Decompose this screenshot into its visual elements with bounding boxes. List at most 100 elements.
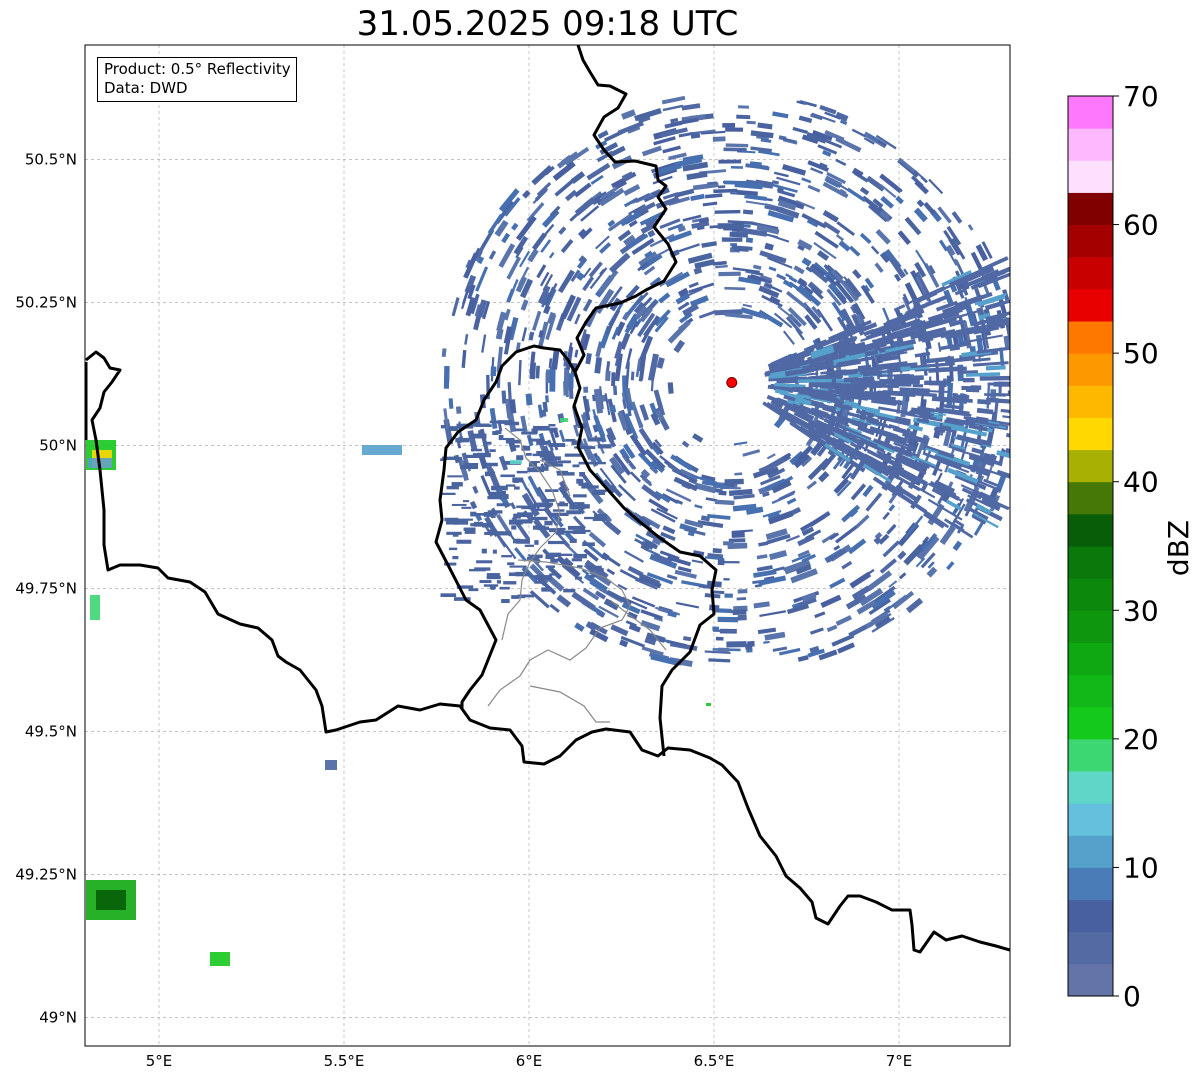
echo-cell [776, 176, 801, 186]
echo-cell [732, 267, 760, 274]
echo-cell [587, 565, 602, 570]
echo-cell [942, 422, 966, 430]
echo-cell [918, 316, 957, 332]
echo-cell [585, 621, 598, 632]
echo-cell [535, 575, 552, 581]
echo-cell [706, 703, 711, 706]
echo-cell [606, 589, 632, 606]
echo-cell [455, 437, 470, 443]
echo-cell [894, 484, 919, 503]
echo-cell [961, 487, 983, 500]
echo-cell [833, 432, 855, 445]
echo-cell [690, 474, 718, 485]
echo-cell [811, 112, 836, 123]
echo-cell [532, 425, 550, 431]
echo-cell [948, 267, 986, 287]
echo-cell [640, 620, 661, 632]
echo-cell [793, 265, 805, 275]
echo-cell [605, 309, 621, 335]
echo-cell [850, 380, 874, 384]
echo-cell [770, 355, 789, 367]
echo-cell [882, 511, 890, 520]
echo-cell [820, 594, 842, 608]
echo-cell [610, 464, 627, 484]
echo-cell [715, 636, 724, 641]
echo-cell [895, 313, 920, 325]
echo-cell [641, 477, 653, 487]
echo-cell [487, 510, 503, 514]
echo-cell [677, 287, 689, 298]
echo-cell [851, 302, 866, 322]
echo-cell [947, 467, 979, 484]
echo-cell [765, 361, 802, 375]
echo-cell [667, 223, 684, 232]
echo-cell [782, 330, 795, 345]
echo-cell [559, 530, 576, 534]
echo-cell [851, 416, 880, 427]
echo-cell [440, 458, 445, 462]
echo-cell [996, 469, 1010, 479]
echo-cell [531, 310, 542, 331]
echo-cell [554, 176, 577, 197]
echo-cell [513, 479, 519, 484]
echo-cell [544, 520, 553, 526]
echo-cell [881, 209, 891, 218]
echo-cell [682, 303, 700, 317]
echo-cell [684, 518, 704, 529]
echo-cell [916, 199, 925, 208]
echo-cell [972, 357, 991, 363]
echo-cell [940, 341, 971, 351]
echo-cell [650, 412, 661, 426]
echo-cell [496, 503, 511, 507]
echo-cell [620, 635, 646, 648]
echo-cell [636, 291, 649, 305]
echo-cell [588, 261, 603, 278]
echo-cell [577, 228, 587, 238]
echo-cell [630, 471, 642, 483]
echo-cell [640, 222, 657, 234]
echo-cell [634, 538, 654, 551]
echo-cell [983, 264, 1010, 282]
echo-cell [542, 401, 549, 413]
x-tick-label: 7°E [886, 1052, 913, 1070]
echo-cell [953, 258, 959, 266]
echo-cell [740, 307, 765, 319]
echo-cell [883, 452, 913, 468]
echo-cell [545, 314, 557, 341]
echo-cell [560, 418, 568, 422]
echo-cell [970, 275, 999, 290]
echo-cell [520, 299, 529, 311]
echo-cell [557, 502, 569, 507]
echo-cell [921, 533, 938, 552]
echo-cell [902, 293, 911, 306]
echo-cell [826, 624, 838, 633]
echo-cell [781, 163, 807, 176]
echo-cell [501, 555, 512, 558]
echo-cell [807, 457, 830, 481]
echo-cell [508, 519, 523, 525]
echo-cell [848, 432, 879, 447]
echo-cell [840, 394, 871, 400]
echo-cell [767, 467, 786, 479]
colorbar [1068, 96, 1113, 997]
echo-cell [514, 428, 525, 432]
echo-cell [785, 534, 800, 543]
echo-cell [653, 616, 663, 622]
echo-cell [496, 311, 507, 332]
echo-cell [597, 130, 609, 139]
echo-cell [935, 407, 970, 416]
echo-cell [761, 491, 770, 498]
echo-cell [605, 555, 621, 568]
echo-cell [510, 445, 520, 448]
echo-cell [1000, 408, 1010, 415]
echo-cell [525, 453, 532, 456]
echo-cell [987, 315, 1010, 327]
echo-cell [1011, 361, 1027, 366]
echo-cell [547, 565, 563, 580]
echo-cell [877, 414, 911, 427]
echo-cell [874, 616, 892, 630]
echo-cell [943, 289, 954, 304]
echo-cell [766, 453, 776, 460]
echo-cell [584, 516, 595, 520]
echo-cell [863, 463, 892, 483]
